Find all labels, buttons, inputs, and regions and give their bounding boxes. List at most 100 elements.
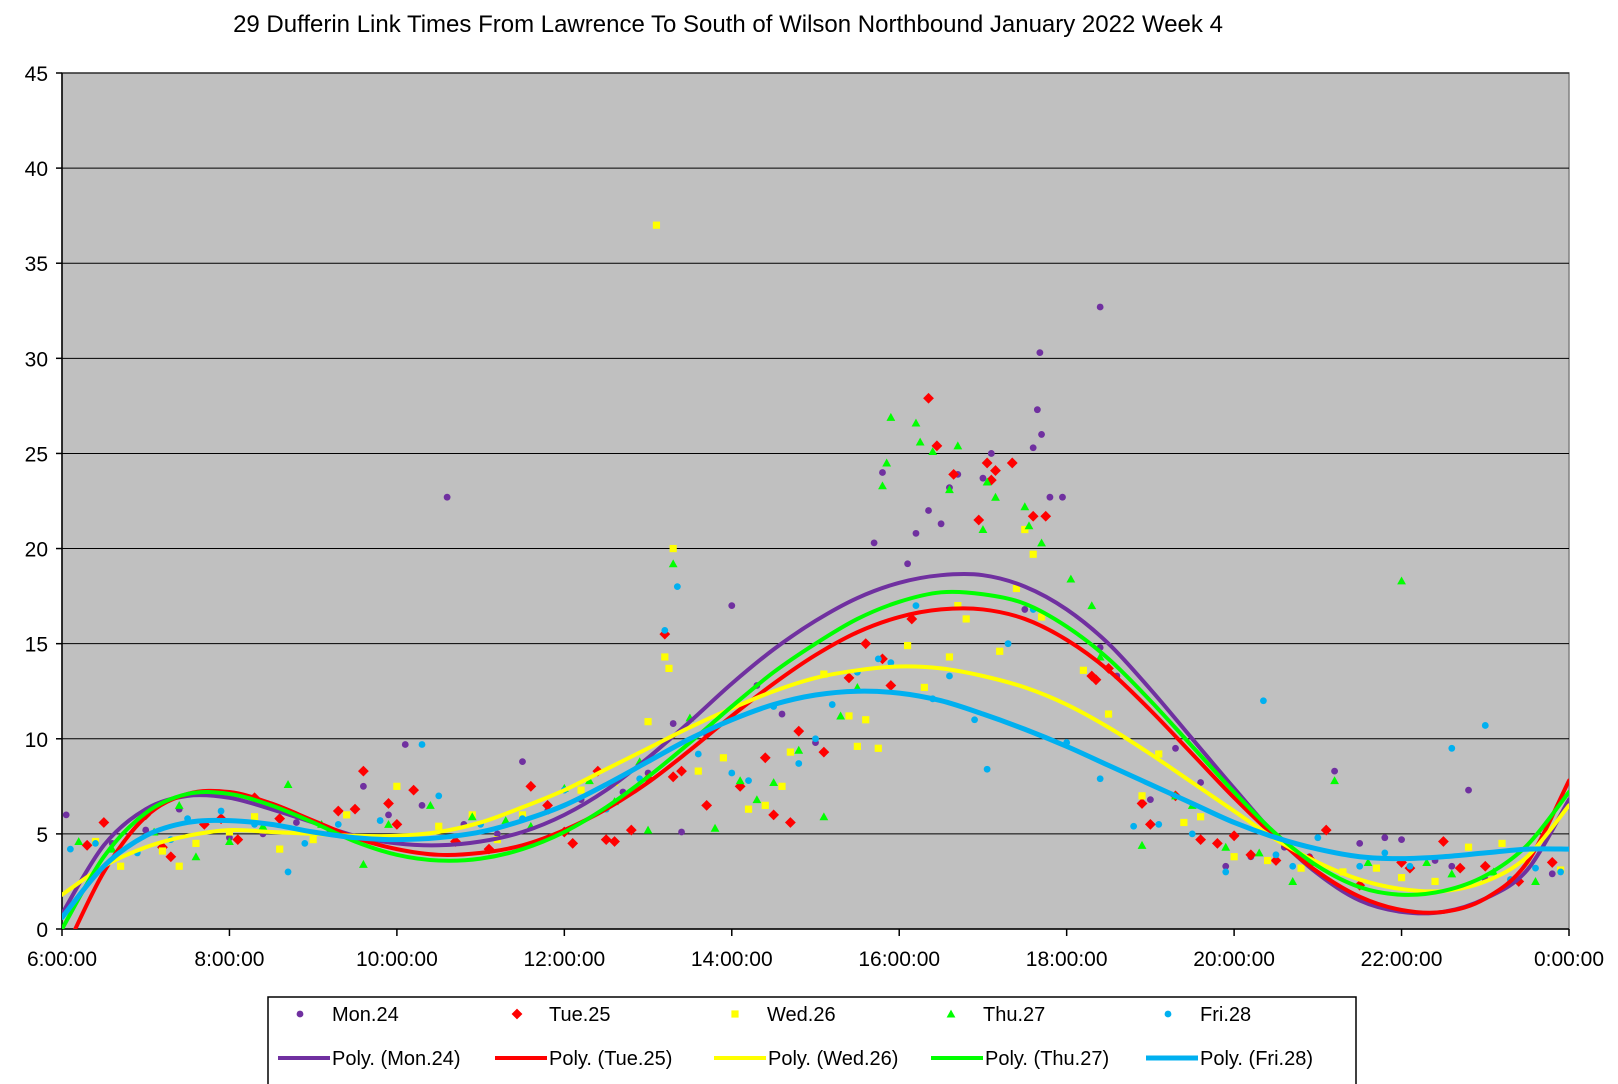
legend-box bbox=[267, 996, 1357, 1084]
data-point bbox=[920, 683, 928, 692]
legend-item: Tue.25 bbox=[511, 1004, 611, 1026]
legend-label: Poly. (Fri.28) bbox=[1200, 1048, 1313, 1070]
data-point bbox=[874, 744, 882, 752]
data-point bbox=[931, 440, 943, 452]
data-point bbox=[467, 812, 477, 821]
data-point bbox=[225, 837, 234, 846]
data-point bbox=[1138, 792, 1146, 800]
data-point bbox=[768, 809, 780, 821]
data-point bbox=[728, 769, 736, 777]
legend-label: Wed.26 bbox=[767, 1004, 836, 1026]
data-point bbox=[761, 801, 769, 809]
data-point bbox=[1557, 868, 1565, 876]
data-point bbox=[518, 811, 527, 819]
data-point bbox=[644, 718, 652, 726]
legend-label: Tue.25 bbox=[549, 1004, 611, 1026]
data-point bbox=[1448, 862, 1456, 870]
data-point bbox=[923, 392, 934, 404]
data-point bbox=[793, 725, 805, 737]
data-point bbox=[401, 741, 409, 748]
data-point bbox=[332, 805, 344, 817]
data-point bbox=[525, 780, 537, 792]
data-point bbox=[1297, 864, 1305, 872]
data-point bbox=[600, 834, 612, 845]
data-point bbox=[1396, 857, 1407, 868]
data-point bbox=[1197, 779, 1205, 786]
data-point bbox=[1264, 856, 1272, 865]
data-point bbox=[1038, 431, 1045, 438]
data-point bbox=[283, 780, 293, 788]
data-point bbox=[1188, 830, 1196, 838]
data-point bbox=[979, 474, 987, 482]
y-tick-label: 10 bbox=[25, 729, 48, 752]
series-wed-26 bbox=[91, 221, 1565, 886]
data-point bbox=[511, 1008, 523, 1020]
data-point bbox=[1465, 786, 1472, 794]
data-point bbox=[954, 602, 962, 610]
x-tick-label: 20:00:00 bbox=[1193, 948, 1275, 971]
legend-item: Poly. (Wed.26) bbox=[714, 1048, 898, 1070]
data-point bbox=[996, 647, 1004, 655]
data-point bbox=[945, 485, 954, 494]
data-point bbox=[953, 441, 963, 450]
data-point bbox=[643, 825, 653, 834]
data-point bbox=[334, 820, 342, 828]
data-point bbox=[293, 819, 300, 826]
data-point bbox=[376, 817, 384, 824]
data-point bbox=[1180, 818, 1188, 827]
legend-item: Poly. (Fri.28) bbox=[1146, 1048, 1313, 1070]
y-tick-label: 0 bbox=[36, 919, 48, 942]
data-point bbox=[728, 602, 736, 610]
data-point bbox=[1086, 670, 1098, 682]
data-point bbox=[1095, 652, 1105, 661]
legend-label: Mon.24 bbox=[332, 1004, 399, 1026]
data-point bbox=[1029, 550, 1037, 558]
data-point bbox=[836, 711, 846, 720]
data-point bbox=[912, 602, 920, 610]
data-point bbox=[983, 765, 991, 773]
data-point bbox=[1197, 813, 1205, 821]
data-point bbox=[948, 468, 960, 480]
data-point bbox=[385, 811, 392, 819]
data-point bbox=[1087, 601, 1097, 610]
data-point bbox=[1447, 869, 1457, 878]
data-point bbox=[887, 659, 895, 667]
series-thu-27 bbox=[74, 412, 1540, 885]
data-point bbox=[301, 840, 309, 847]
data-point bbox=[1222, 868, 1230, 876]
data-point bbox=[1130, 822, 1138, 830]
data-point bbox=[1079, 666, 1088, 674]
data-point bbox=[678, 828, 685, 836]
data-point bbox=[165, 851, 177, 863]
data-point bbox=[828, 701, 836, 708]
gridlines bbox=[62, 72, 1569, 835]
legend-label: Fri.28 bbox=[1200, 1004, 1251, 1026]
data-point bbox=[885, 680, 897, 691]
data-point bbox=[443, 493, 451, 501]
data-point bbox=[1037, 613, 1046, 621]
data-point bbox=[519, 758, 526, 766]
data-point bbox=[1021, 606, 1029, 613]
legend-label: Thu.27 bbox=[983, 1004, 1045, 1026]
trendline bbox=[62, 589, 1569, 929]
data-point bbox=[701, 799, 713, 811]
data-point bbox=[879, 469, 886, 476]
data-point bbox=[915, 437, 925, 446]
data-point bbox=[1548, 870, 1556, 878]
y-tick-label: 25 bbox=[25, 443, 48, 466]
data-point bbox=[903, 641, 912, 650]
data-point bbox=[667, 771, 679, 783]
trendline bbox=[62, 688, 1569, 921]
data-point bbox=[250, 813, 259, 821]
legend-item: Wed.26 bbox=[731, 1004, 836, 1026]
trendlines bbox=[62, 571, 1569, 929]
y-tick-label: 35 bbox=[25, 253, 48, 276]
data-point bbox=[296, 1010, 304, 1018]
data-point bbox=[567, 838, 579, 849]
data-point bbox=[66, 845, 74, 853]
legend-item: Mon.24 bbox=[296, 1004, 399, 1026]
data-point bbox=[1040, 510, 1052, 522]
data-point bbox=[1363, 858, 1373, 866]
data-point bbox=[1260, 697, 1267, 705]
